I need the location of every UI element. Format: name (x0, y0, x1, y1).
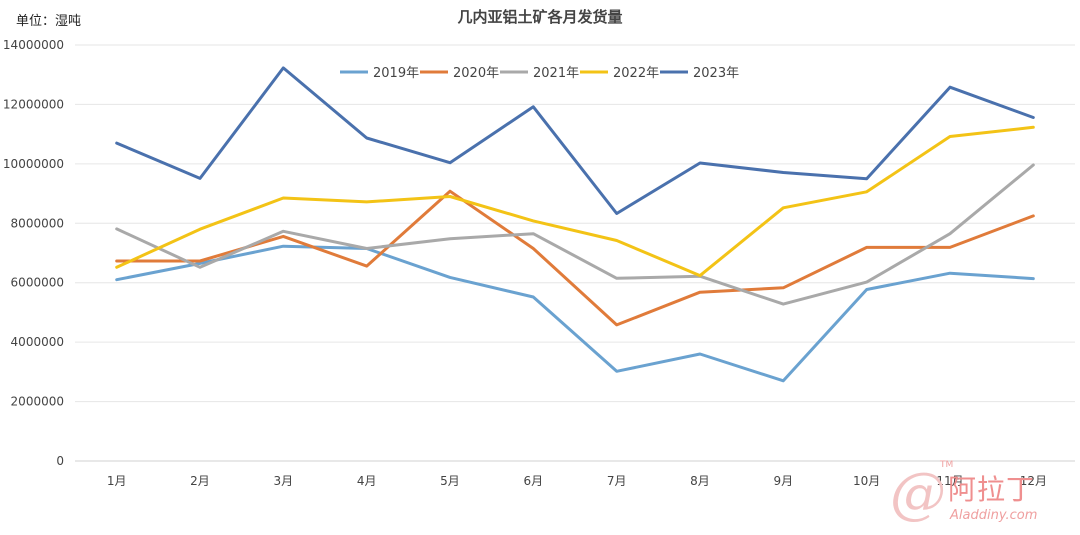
x-tick-label: 3月 (274, 474, 294, 488)
x-axis: 1月 2月 3月 4月 5月 6月 7月 8月 9月 10月 11月 12月 (107, 474, 1047, 488)
y-tick-label: 0 (56, 454, 64, 468)
legend-label: 2019年 (373, 66, 419, 81)
series-line (115, 189, 1035, 327)
chart-title: 几内亚铝土矿各月发货量 (457, 8, 623, 26)
watermark-name: 阿拉丁 (948, 473, 1036, 506)
legend: 2019年 2020年 2021年 2022年 2023年 (340, 66, 739, 81)
x-tick-label: 4月 (357, 474, 377, 488)
series-line (115, 163, 1035, 306)
legend-label: 2021年 (533, 66, 579, 81)
x-tick-label: 5月 (440, 474, 460, 488)
x-tick-label: 12月 (1020, 474, 1047, 488)
x-tick-label: 1月 (107, 474, 127, 488)
watermark-at-icon: @ (890, 461, 946, 526)
legend-label: 2020年 (453, 66, 499, 81)
y-axis: 0 2000000 4000000 6000000 8000000 10000000 120… (3, 38, 64, 468)
y-tick-label: 14000000 (3, 38, 64, 52)
x-tick-label: 2月 (190, 474, 210, 488)
grid-layer (75, 44, 1075, 462)
x-tick-label: 8月 (690, 474, 710, 488)
y-tick-label: 10000000 (3, 157, 64, 171)
series-layer (115, 66, 1035, 383)
series-line (115, 244, 1035, 383)
x-tick-label: 11月 (936, 474, 963, 488)
x-tick-label: 9月 (774, 474, 794, 488)
x-tick-label: 10月 (853, 474, 880, 488)
series-line (115, 66, 1035, 215)
y-tick-label: 12000000 (3, 97, 64, 111)
x-tick-label: 6月 (524, 474, 544, 488)
y-tick-label: 2000000 (11, 395, 64, 409)
series-line (115, 125, 1035, 278)
y-tick-label: 4000000 (11, 335, 64, 349)
unit-label: 单位：湿吨 (16, 14, 82, 29)
legend-label: 2023年 (693, 66, 739, 81)
watermark-tm: TM (940, 460, 954, 470)
x-tick-label: 7月 (607, 474, 627, 488)
y-tick-label: 6000000 (11, 276, 64, 290)
watermark-site: Aladdiny.com (950, 508, 1038, 523)
y-tick-label: 8000000 (11, 216, 64, 230)
watermark-logo: @ TM 阿拉丁 Aladdiny.com (890, 460, 1070, 528)
legend-label: 2022年 (613, 66, 659, 81)
